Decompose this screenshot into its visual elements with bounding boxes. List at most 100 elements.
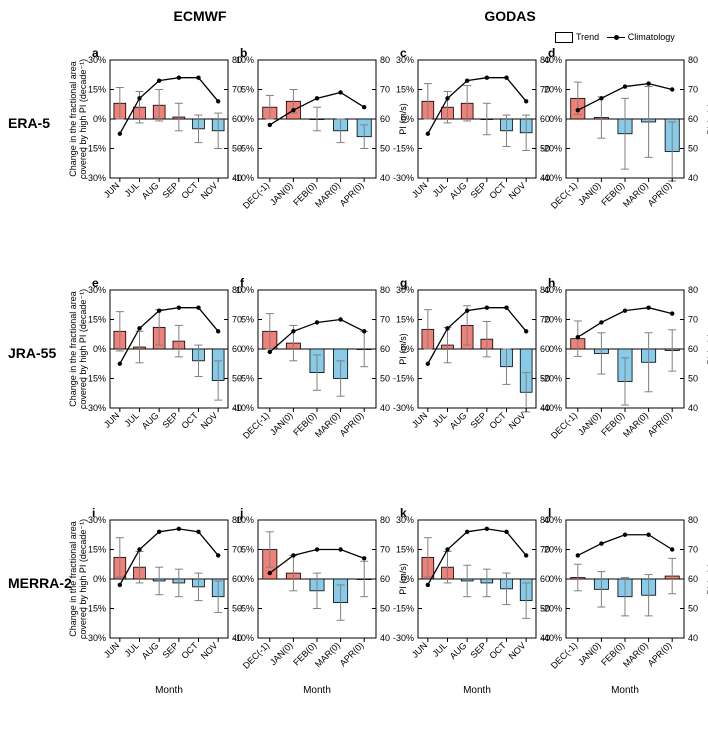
svg-text:5%: 5% [241, 315, 254, 325]
svg-text:0%: 0% [401, 114, 414, 124]
svg-text:-30%: -30% [393, 403, 414, 413]
svg-text:JUN: JUN [102, 640, 121, 659]
svg-text:JAN(0): JAN(0) [268, 640, 295, 667]
svg-text:DEC(-1): DEC(-1) [241, 410, 271, 440]
panel-h: -40%-20%0%20%40%4050607080DEC(-1)JAN(0)F… [516, 270, 708, 478]
svg-text:MAR(0): MAR(0) [313, 410, 342, 439]
svg-text:-15%: -15% [85, 604, 106, 614]
svg-text:15%: 15% [396, 85, 414, 95]
svg-text:Month: Month [611, 685, 639, 696]
svg-text:-15%: -15% [393, 374, 414, 384]
svg-text:a: a [92, 46, 99, 60]
svg-text:-40%: -40% [541, 403, 562, 413]
svg-text:DEC(-1): DEC(-1) [241, 640, 271, 670]
svg-text:0%: 0% [549, 574, 562, 584]
svg-text:-30%: -30% [393, 633, 414, 643]
svg-text:DEC(-1): DEC(-1) [549, 180, 579, 210]
svg-text:0%: 0% [93, 114, 106, 124]
svg-text:SEP: SEP [160, 180, 180, 200]
svg-text:15%: 15% [396, 545, 414, 555]
svg-text:0%: 0% [241, 344, 254, 354]
svg-text:JUL: JUL [123, 640, 141, 658]
svg-text:k: k [400, 506, 407, 520]
svg-text:40%: 40% [544, 515, 562, 525]
svg-text:OCT: OCT [487, 410, 508, 431]
svg-text:e: e [92, 276, 99, 290]
svg-text:JUN: JUN [410, 640, 429, 659]
svg-text:JUN: JUN [410, 180, 429, 199]
svg-text:SEP: SEP [468, 410, 488, 430]
svg-text:-10%: -10% [233, 633, 254, 643]
svg-text:80: 80 [688, 285, 698, 295]
svg-text:-15%: -15% [393, 604, 414, 614]
svg-text:covered by high PI (decade⁻¹): covered by high PI (decade⁻¹) [78, 519, 88, 639]
svg-text:10%: 10% [236, 285, 254, 295]
svg-text:AUG: AUG [448, 180, 469, 201]
svg-text:OCT: OCT [487, 180, 508, 201]
svg-text:-40%: -40% [541, 173, 562, 183]
row-header: ERA-5 [8, 115, 50, 131]
svg-text:JUN: JUN [102, 180, 121, 199]
svg-text:Month: Month [155, 685, 183, 696]
svg-text:Month: Month [463, 685, 491, 696]
svg-text:JUL: JUL [431, 640, 449, 658]
svg-text:covered by high PI (decade⁻¹): covered by high PI (decade⁻¹) [78, 59, 88, 179]
svg-text:SEP: SEP [468, 180, 488, 200]
svg-text:SEP: SEP [468, 640, 488, 660]
svg-text:15%: 15% [88, 85, 106, 95]
svg-text:-30%: -30% [85, 633, 106, 643]
svg-text:g: g [400, 276, 407, 290]
column-header: GODAS [450, 8, 570, 24]
svg-text:DEC(-1): DEC(-1) [549, 410, 579, 440]
figure-grid: ECMWFGODASERA-5JRA-55MERRA-2Trend Climat… [0, 0, 708, 730]
svg-text:c: c [400, 46, 407, 60]
svg-text:OCT: OCT [487, 640, 508, 661]
svg-text:-5%: -5% [238, 144, 254, 154]
svg-text:15%: 15% [88, 545, 106, 555]
svg-text:MAR(0): MAR(0) [621, 180, 650, 209]
svg-text:SEP: SEP [160, 640, 180, 660]
svg-text:AUG: AUG [140, 640, 161, 661]
svg-text:DEC(-1): DEC(-1) [549, 640, 579, 670]
svg-text:40: 40 [688, 173, 698, 183]
svg-text:Change in the fractional area: Change in the fractional area [68, 521, 78, 637]
svg-text:-30%: -30% [393, 173, 414, 183]
svg-text:OCT: OCT [179, 180, 200, 201]
svg-text:-15%: -15% [85, 374, 106, 384]
svg-text:SEP: SEP [160, 410, 180, 430]
svg-text:20%: 20% [544, 545, 562, 555]
svg-text:JAN(0): JAN(0) [576, 640, 603, 667]
row-header: JRA-55 [8, 345, 56, 361]
svg-text:JUL: JUL [123, 410, 141, 428]
svg-text:JAN(0): JAN(0) [576, 410, 603, 437]
svg-text:50: 50 [688, 604, 698, 614]
svg-text:20%: 20% [544, 85, 562, 95]
svg-text:-5%: -5% [238, 374, 254, 384]
svg-text:50: 50 [688, 144, 698, 154]
svg-text:APR(0): APR(0) [646, 410, 674, 438]
svg-text:0%: 0% [401, 344, 414, 354]
svg-text:80: 80 [688, 515, 698, 525]
svg-text:0%: 0% [241, 574, 254, 584]
panel-l: -40%-20%0%20%40%4050607080DEC(-1)JAN(0)F… [516, 500, 708, 708]
svg-text:0%: 0% [549, 114, 562, 124]
svg-text:Change in the fractional area: Change in the fractional area [68, 291, 78, 407]
svg-text:-40%: -40% [541, 633, 562, 643]
svg-text:MAR(0): MAR(0) [621, 640, 650, 669]
svg-text:APR(0): APR(0) [338, 180, 366, 208]
svg-text:-30%: -30% [85, 403, 106, 413]
svg-text:AUG: AUG [448, 410, 469, 431]
svg-text:40: 40 [688, 633, 698, 643]
svg-text:-20%: -20% [541, 374, 562, 384]
svg-text:-15%: -15% [85, 144, 106, 154]
svg-text:l: l [548, 506, 551, 520]
svg-text:5%: 5% [241, 545, 254, 555]
svg-text:AUG: AUG [448, 640, 469, 661]
svg-text:Change in the fractional area: Change in the fractional area [68, 61, 78, 177]
svg-text:5%: 5% [241, 85, 254, 95]
svg-text:JUN: JUN [410, 410, 429, 429]
svg-text:APR(0): APR(0) [646, 640, 674, 668]
svg-text:0%: 0% [241, 114, 254, 124]
svg-text:MAR(0): MAR(0) [313, 180, 342, 209]
svg-text:-20%: -20% [541, 604, 562, 614]
